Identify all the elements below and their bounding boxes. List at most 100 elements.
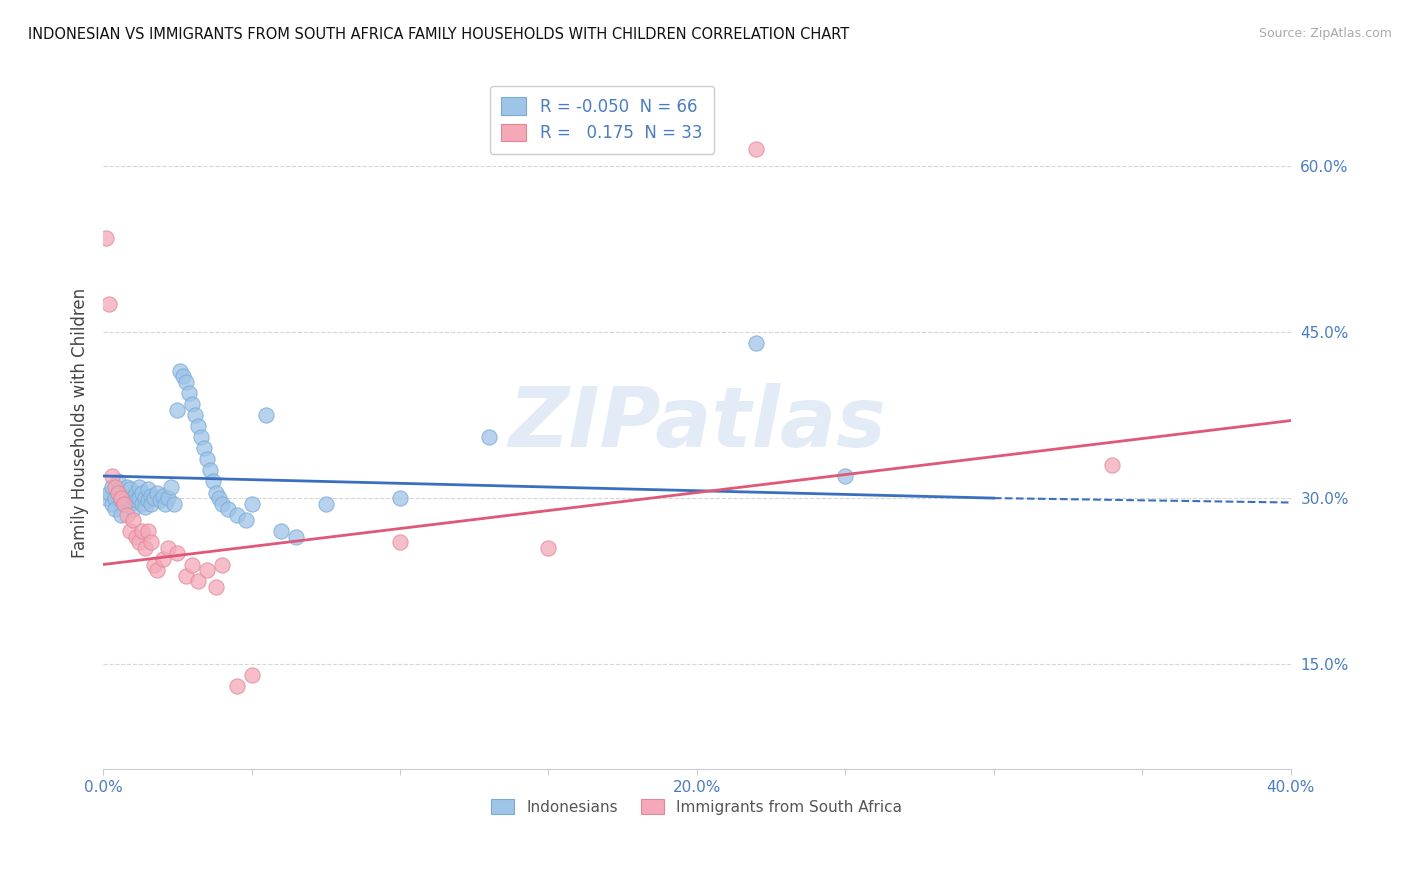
Point [208,491,231,505]
Point [179,386,201,401]
Point [94,231,117,245]
Point [128,491,150,505]
Point [121,502,143,516]
Point [155,497,177,511]
Point [115,491,138,505]
Y-axis label: Family Households with Children: Family Households with Children [72,288,89,558]
Text: INDONESIAN VS IMMIGRANTS FROM SOUTH AFRICA FAMILY HOUSEHOLDS WITH CHILDREN CORRE: INDONESIAN VS IMMIGRANTS FROM SOUTH AFRI… [28,27,849,42]
Point [142,491,165,505]
Point [166,546,188,560]
Point [128,535,150,549]
Point [139,497,162,511]
Point [110,508,132,522]
Point [181,558,204,572]
Point [131,497,153,511]
Point [157,541,180,555]
Point [101,497,124,511]
Point [174,375,197,389]
Point [240,497,263,511]
Point [225,508,247,522]
Point [195,563,218,577]
Point [125,485,148,500]
Point [187,574,209,588]
Point [136,482,159,496]
Point [152,552,174,566]
Text: ZIPatlas: ZIPatlas [508,383,886,464]
Point [240,668,263,682]
Point [134,500,156,514]
Point [211,558,233,572]
Point [107,485,129,500]
Point [193,442,215,456]
Point [254,408,277,422]
Point [115,508,138,522]
Point [118,524,141,539]
Point [134,541,156,555]
Point [834,469,856,483]
Point [217,502,239,516]
Point [148,493,170,508]
Point [174,568,197,582]
Point [136,493,159,508]
Point [152,489,174,503]
Point [205,580,228,594]
Legend: Indonesians, Immigrants from South Africa: Indonesians, Immigrants from South Afric… [482,789,911,824]
Point [285,530,308,544]
Point [163,497,186,511]
Point [125,493,148,508]
Point [201,475,224,489]
Point [104,502,127,516]
Point [157,491,180,505]
Point [125,530,148,544]
Point [184,408,207,422]
Point [139,489,162,503]
Point [142,558,165,572]
Text: Source: ZipAtlas.com: Source: ZipAtlas.com [1258,27,1392,40]
Point [112,497,135,511]
Point [205,485,228,500]
Point [121,513,143,527]
Point [98,297,121,311]
Point [537,541,560,555]
Point [388,491,411,505]
Point [107,485,129,500]
Point [187,419,209,434]
Point [115,480,138,494]
Point [211,497,233,511]
Point [94,491,117,505]
Point [235,513,257,527]
Point [131,524,153,539]
Point [110,491,132,505]
Point [128,480,150,494]
Point [104,491,127,505]
Point [118,497,141,511]
Point [112,489,135,503]
Point [139,535,162,549]
Point [388,535,411,549]
Point [478,430,501,444]
Point [145,485,167,500]
Point [745,142,768,156]
Point [1101,458,1123,472]
Point [118,482,141,496]
Point [101,480,124,494]
Point [181,397,204,411]
Point [190,430,212,444]
Point [172,369,194,384]
Point [145,563,167,577]
Point [112,497,135,511]
Point [121,491,143,505]
Point [169,364,191,378]
Point [131,485,153,500]
Point [101,469,124,483]
Point [136,524,159,539]
Point [107,475,129,489]
Point [104,480,127,494]
Point [745,336,768,351]
Point [195,452,218,467]
Point [225,679,247,693]
Point [98,485,121,500]
Point [315,497,337,511]
Point [166,402,188,417]
Point [110,493,132,508]
